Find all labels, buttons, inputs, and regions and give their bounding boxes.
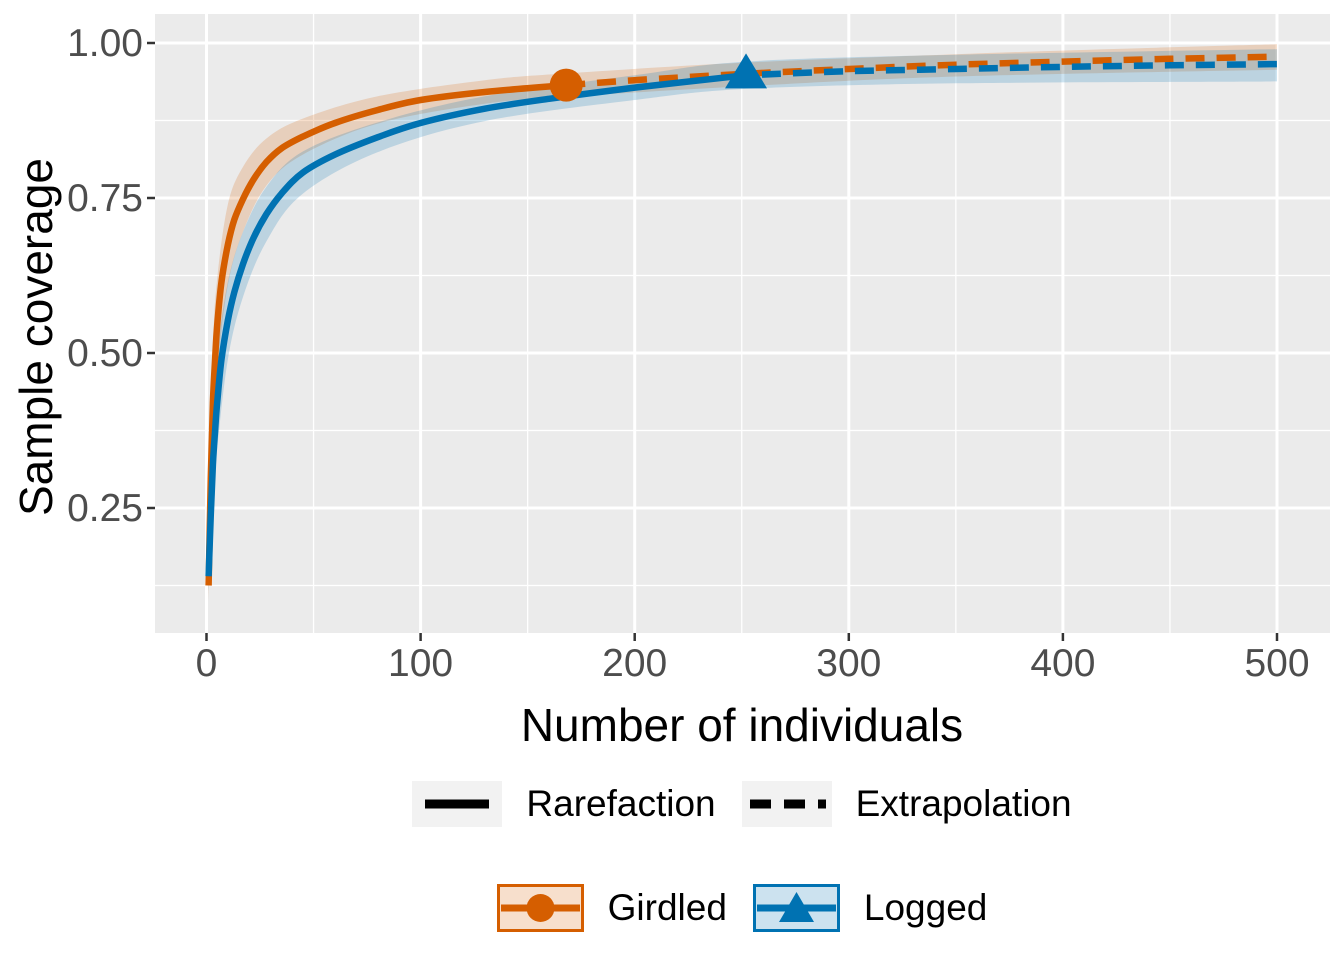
legend-item-girdled: Girdled (496, 884, 727, 932)
series-layer (205, 44, 1278, 603)
y-tick-label: 0.50 (67, 332, 143, 375)
girdled-sample-point (549, 68, 583, 102)
dashed-line-key-icon (741, 781, 832, 827)
y-axis-title: Sample coverage (10, 158, 62, 516)
girdled-rarefaction-line (205, 81, 567, 586)
logged-sample-point (725, 53, 768, 89)
logged-triangle-key-icon (752, 884, 840, 932)
linetype-legend: Rarefaction Extrapolation (70, 780, 1344, 828)
x-tick-label: 500 (1244, 642, 1309, 685)
legend-label-logged: Logged (863, 887, 988, 928)
legend-item-logged: Logged (752, 884, 988, 932)
logged-rarefaction-line (205, 71, 747, 577)
legend-item-rarefaction: Rarefaction (412, 781, 716, 827)
y-tick-label: 0.75 (67, 177, 143, 220)
x-axis-title: Number of individuals (520, 699, 964, 751)
group-legend: Girdled Logged (70, 883, 1344, 933)
x-tick-label: 100 (388, 642, 453, 685)
girdled-circle-key-icon (496, 884, 584, 932)
x-tick-label: 300 (816, 642, 881, 685)
legend-item-extrapolation: Extrapolation (741, 781, 1072, 827)
axes: 0 100 200 300 400 500 0.25 0.50 0.75 1.00 (67, 22, 1309, 685)
x-tick-label: 200 (602, 642, 667, 685)
plot-panel (155, 14, 1330, 633)
y-tick-label: 1.00 (67, 22, 143, 65)
legend-label-girdled: Girdled (607, 887, 727, 928)
legend-label-rarefaction: Rarefaction (526, 783, 716, 824)
y-tick-label: 0.25 (67, 487, 143, 530)
girdled-extrapolation-line (565, 53, 1278, 89)
logged-extrapolation-line (745, 60, 1278, 79)
x-tick-label: 0 (196, 642, 218, 685)
gridlines (155, 14, 1330, 633)
x-tick-label: 400 (1030, 642, 1095, 685)
legend-label-extrapolation: Extrapolation (855, 783, 1072, 824)
solid-line-key-icon (412, 781, 503, 827)
